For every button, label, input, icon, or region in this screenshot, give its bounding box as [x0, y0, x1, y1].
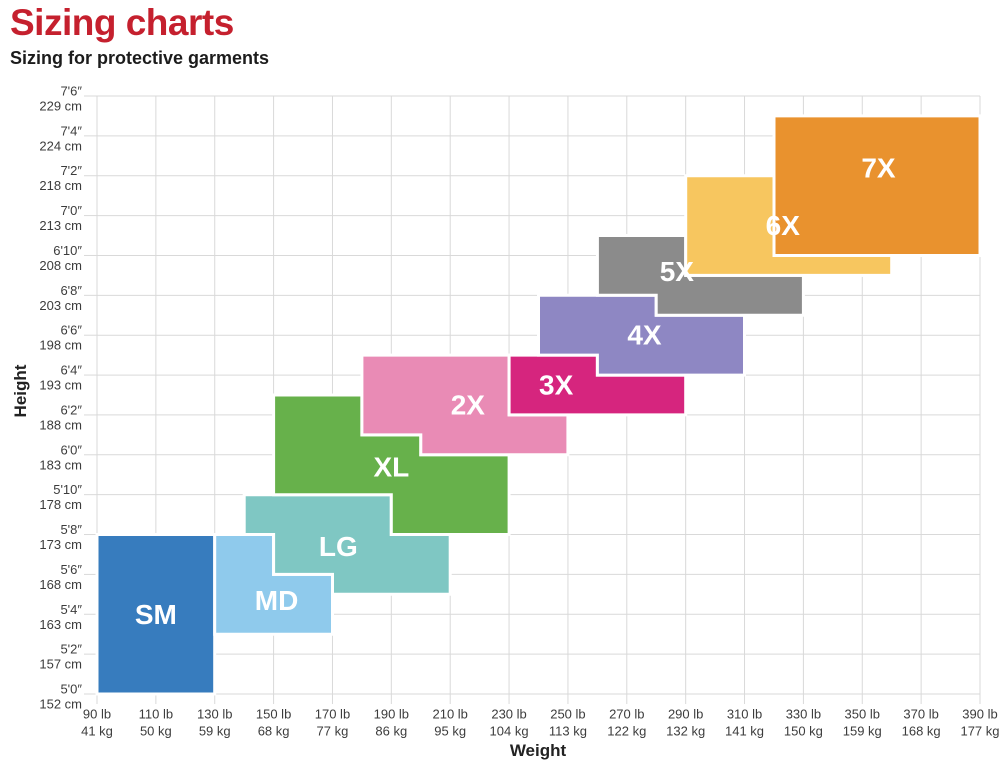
y-tick-label: 208 cm — [39, 258, 82, 273]
y-tick-label: 5'2″ — [60, 642, 82, 657]
x-tick-label: 110 lb — [139, 707, 173, 722]
x-tick-label: 122 kg — [607, 724, 646, 739]
y-tick-label: 203 cm — [39, 298, 82, 313]
y-tick-label: 198 cm — [39, 338, 82, 353]
page-subtitle: Sizing for protective garments — [10, 48, 270, 68]
x-tick-label: 50 kg — [140, 724, 172, 739]
x-tick-label: 150 kg — [784, 724, 823, 739]
y-tick-label: 6'8″ — [60, 283, 82, 298]
x-tick-label: 390 lb — [962, 707, 997, 722]
size-blocks — [95, 114, 982, 696]
y-tick-label: 173 cm — [39, 537, 82, 552]
x-tick-label: 190 lb — [374, 707, 409, 722]
y-tick-label: 6'10″ — [53, 243, 82, 258]
y-tick-label: 7'0″ — [60, 203, 82, 218]
y-tick-label: 5'8″ — [60, 522, 82, 537]
y-tick-label: 213 cm — [39, 218, 82, 233]
x-tick-label: 90 lb — [83, 707, 111, 722]
y-tick-label: 193 cm — [39, 378, 82, 393]
y-tick-label: 7'4″ — [60, 123, 82, 138]
x-tick-label: 68 kg — [258, 724, 290, 739]
x-tick-label: 150 lb — [256, 707, 291, 722]
x-tick-label: 59 kg — [199, 724, 231, 739]
y-tick-label: 6'2″ — [60, 402, 82, 417]
y-tick-label: 224 cm — [39, 138, 82, 153]
size-labels: SM MD LG XL 2X 3X 4X 5X 6X 7X — [135, 152, 896, 630]
size-label-3x: 3X — [539, 370, 574, 401]
x-tick-label: 104 kg — [490, 724, 529, 739]
y-tick-label: 7'6″ — [60, 84, 82, 99]
y-tick-label: 5'6″ — [60, 562, 82, 577]
y-tick-label: 218 cm — [39, 178, 82, 193]
size-label-xl: XL — [373, 451, 409, 482]
y-tick-label: 152 cm — [39, 697, 82, 712]
x-axis-title: Weight — [509, 741, 567, 760]
x-tick-label: 210 lb — [432, 707, 467, 722]
size-label-lg: LG — [319, 531, 358, 562]
y-tick-label: 5'0″ — [60, 682, 82, 697]
x-tick-label: 168 kg — [902, 724, 941, 739]
x-tick-label: 330 lb — [786, 707, 821, 722]
y-tick-label: 6'0″ — [60, 442, 82, 457]
x-tick-label: 132 kg — [666, 724, 705, 739]
y-tick-label: 157 cm — [39, 657, 82, 672]
y-tick-label: 178 cm — [39, 497, 82, 512]
x-tick-label: 177 kg — [960, 724, 999, 739]
x-tick-label: 290 lb — [668, 707, 703, 722]
x-tick-label: 270 lb — [609, 707, 644, 722]
y-tick-label: 6'4″ — [60, 363, 82, 378]
y-tick-label: 229 cm — [39, 99, 82, 114]
size-label-7x: 7X — [861, 152, 896, 183]
x-tick-label: 310 lb — [727, 707, 762, 722]
size-label-2x: 2X — [451, 389, 486, 420]
x-tick-label: 159 kg — [843, 724, 882, 739]
y-tick-label: 6'6″ — [60, 323, 82, 338]
y-tick-label: 168 cm — [39, 577, 82, 592]
y-tick-label: 7'2″ — [60, 163, 82, 178]
y-tick-label: 5'4″ — [60, 602, 82, 617]
x-tick-label: 86 kg — [375, 724, 407, 739]
x-tick-label: 141 kg — [725, 724, 764, 739]
size-label-5x: 5X — [660, 256, 695, 287]
size-label-sm: SM — [135, 599, 177, 630]
tick-labels: 5'0″152 cm 5'2″157 cm 5'4″163 cm 5'6″168 cm… — [39, 84, 999, 739]
x-tick-label: 77 kg — [317, 724, 349, 739]
x-tick-label: 170 lb — [315, 707, 350, 722]
x-tick-label: 113 kg — [549, 724, 587, 739]
y-tick-label: 5'10″ — [53, 482, 82, 497]
size-label-4x: 4X — [627, 320, 662, 351]
x-tick-label: 350 lb — [845, 707, 880, 722]
page-title: Sizing charts — [10, 2, 234, 43]
x-tick-label: 95 kg — [434, 724, 466, 739]
x-tick-label: 41 kg — [81, 724, 113, 739]
size-block-sm — [95, 533, 217, 696]
size-label-6x: 6X — [766, 210, 801, 241]
tick-marks — [84, 95, 981, 704]
size-block-7x — [772, 114, 982, 257]
x-tick-label: 130 lb — [197, 707, 232, 722]
x-tick-label: 250 lb — [550, 707, 585, 722]
x-tick-label: 230 lb — [491, 707, 526, 722]
size-label-md: MD — [255, 585, 299, 616]
y-tick-label: 183 cm — [39, 457, 82, 472]
x-tick-label: 370 lb — [903, 707, 938, 722]
y-tick-label: 163 cm — [39, 617, 82, 632]
y-tick-label: 188 cm — [39, 417, 82, 432]
